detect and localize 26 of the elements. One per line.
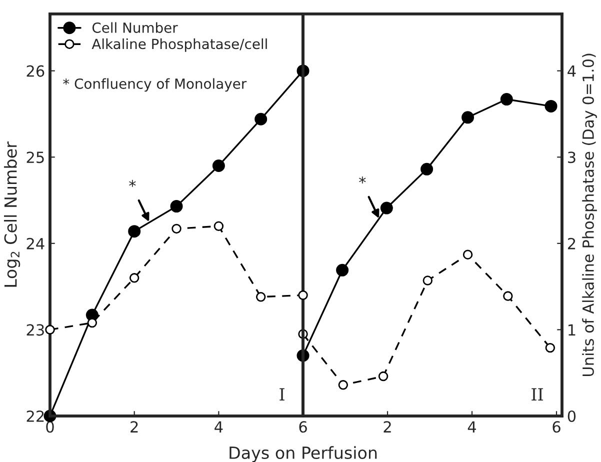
y2-tick-label: 2 bbox=[568, 238, 576, 250]
annotation: * bbox=[129, 180, 136, 187]
y-axis-title: Log$_{2}$ Cell Number bbox=[4, 142, 20, 287]
y-tick-label: 24 bbox=[26, 238, 44, 250]
annotation: I bbox=[280, 388, 284, 400]
x-tick-label: 6 bbox=[552, 421, 560, 433]
annotation: * bbox=[359, 176, 366, 184]
legend-label: Alkaline Phosphatase/cell bbox=[92, 38, 267, 52]
y-tick-label: 23 bbox=[26, 324, 44, 336]
y-tick-label: 22 bbox=[26, 410, 44, 422]
x-axis-title: Days on Perfusion bbox=[230, 446, 377, 462]
y2-tick-label: 1 bbox=[568, 324, 576, 336]
y2-tick-label: 4 bbox=[568, 65, 576, 77]
y2-tick-label: 0 bbox=[568, 410, 576, 422]
x-tick-label: 6 bbox=[299, 421, 307, 433]
x-tick-label: 2 bbox=[130, 421, 138, 432]
annotation: II bbox=[532, 388, 543, 400]
x-tick-label: 4 bbox=[214, 421, 223, 432]
x-tick-label: 4 bbox=[468, 421, 476, 432]
legend-label: Cell Number bbox=[92, 22, 178, 33]
y-tick-label: 25 bbox=[26, 152, 44, 164]
annotation: * Confluency of Monolayer bbox=[63, 78, 247, 92]
x-tick-label: 2 bbox=[384, 421, 391, 432]
y-tick-label: 26 bbox=[26, 65, 44, 77]
y2-tick-label: 3 bbox=[568, 152, 576, 164]
y2-axis-title: Units of Alkaline Phosphatase (Day 0=1.0) bbox=[582, 54, 597, 376]
